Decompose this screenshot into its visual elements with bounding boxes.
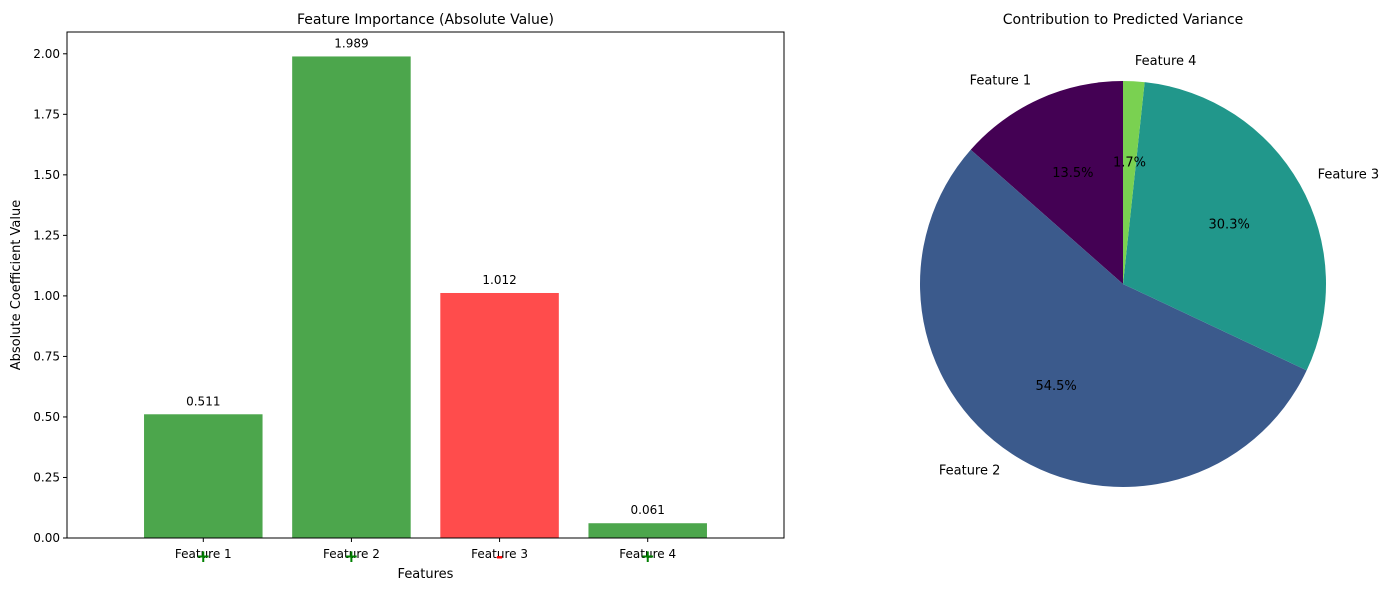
y-tick-label: 0.75: [33, 349, 60, 363]
x-tick-label: Feature 4: [619, 547, 676, 561]
bar-feature-1: [144, 414, 263, 538]
y-tick-label: 1.50: [33, 168, 60, 182]
negative-sign-marker: -: [496, 547, 503, 567]
pie-chart-title: Contribution to Predicted Variance: [1003, 12, 1244, 28]
pie-category-label: Feature 4: [1135, 54, 1197, 69]
positive-sign-marker: +: [344, 547, 358, 567]
y-axis-ticks: 0.00 0.25 0.50 0.75 1.00 1.25 1.50 1.75 2.00: [33, 47, 67, 545]
x-axis-ticks: Feature 1+ Feature 2+ Feature 3- Feature 4+: [175, 538, 676, 567]
y-axis-label: Absolute Coefficient Value: [9, 200, 24, 370]
bar-chart: Feature Importance (Absolute Value) 0.00…: [9, 12, 785, 582]
plot-frame: [66, 31, 785, 539]
bar-feature-4: [588, 523, 707, 538]
y-tick-label: 2.00: [33, 47, 60, 61]
y-tick-label: 0.50: [33, 410, 60, 424]
y-tick-label: 1.25: [33, 228, 60, 242]
pie-slice-feature-3: [1123, 82, 1327, 371]
pie-percent-label: 30.3%: [1209, 217, 1250, 232]
y-tick-label: 0.25: [33, 470, 60, 484]
pie-percent-label: 54.5%: [1035, 379, 1076, 394]
pie-percent-label: 1.7%: [1113, 155, 1146, 170]
bar-chart-title: Feature Importance (Absolute Value): [297, 12, 554, 28]
bar-value-label: 0.511: [186, 394, 220, 408]
y-tick-label: 1.75: [33, 107, 60, 121]
pie-labels: 13.5% Feature 1 54.5% Feature 2 30.3% Feature…: [939, 54, 1379, 479]
pie-category-label: Feature 2: [939, 464, 1001, 479]
y-tick-label: 0.00: [33, 531, 60, 545]
pie-slice-feature-4: [1123, 81, 1145, 284]
positive-sign-marker: +: [196, 547, 210, 567]
x-tick-label: Feature 3: [471, 547, 528, 561]
bar-feature-2: [292, 56, 411, 538]
pie-chart: Contribution to Predicted Variance 13.5%…: [920, 12, 1379, 487]
pie-slice-feature-2: [920, 149, 1307, 487]
bar-feature-3: [440, 292, 559, 538]
positive-sign-marker: +: [641, 547, 655, 567]
bar-value-label: 1.989: [334, 36, 368, 50]
pie-percent-label: 13.5%: [1052, 166, 1093, 181]
bar-value-label: 1.012: [482, 273, 516, 287]
x-tick-label: Feature 1: [175, 547, 232, 561]
x-tick-label: Feature 2: [323, 547, 380, 561]
bars: 0.511 1.989 1.012 0.061: [144, 36, 707, 538]
pie-slices: [920, 81, 1327, 487]
pie-category-label: Feature 3: [1318, 168, 1380, 183]
y-tick-label: 1.00: [33, 289, 60, 303]
pie-slice-feature-1: [970, 81, 1123, 284]
bar-value-label: 0.061: [631, 503, 665, 517]
x-axis-label: Features: [398, 567, 454, 582]
pie-category-label: Feature 1: [970, 73, 1032, 88]
